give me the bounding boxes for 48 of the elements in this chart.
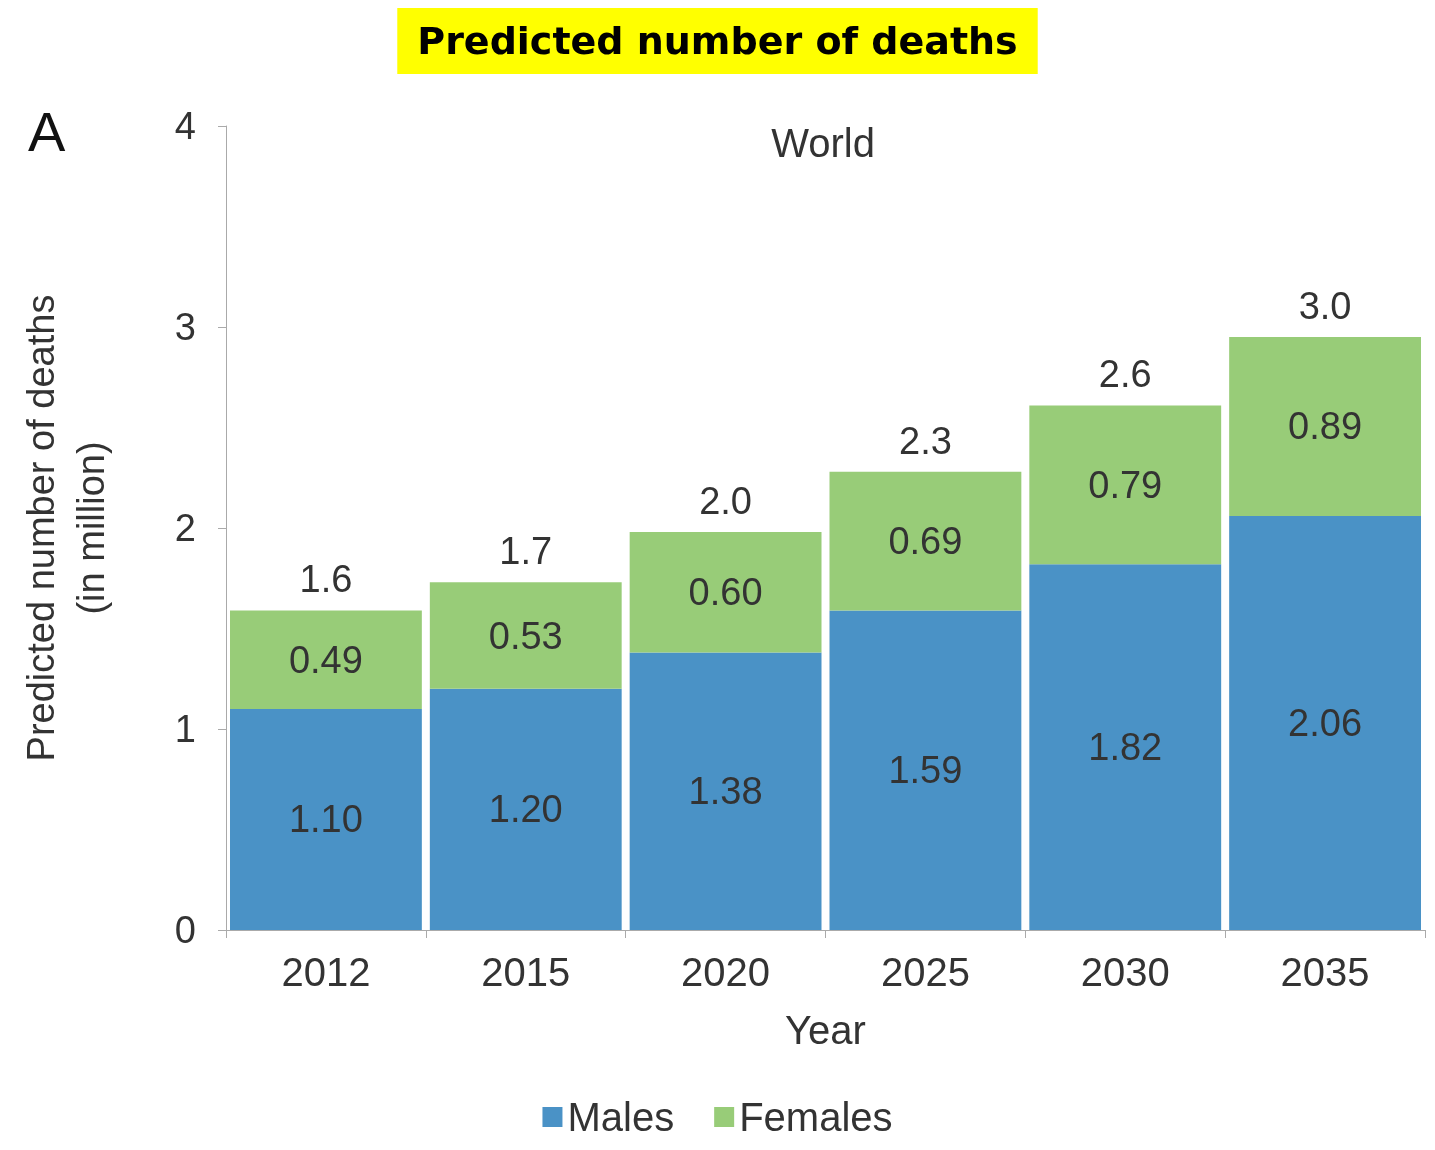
x-tick-label: 2030: [1080, 950, 1170, 994]
bar: [1029, 405, 1222, 565]
bar: [429, 582, 622, 689]
x-tick-label: 2025: [880, 950, 970, 994]
data-label: 0.53: [488, 614, 563, 657]
bar: [829, 471, 1022, 611]
total-label: 1.6: [299, 558, 353, 601]
chart-title: Predicted number of deaths: [417, 19, 1018, 63]
total-label: 2.3: [899, 419, 952, 462]
data-label: 1.10: [288, 798, 363, 841]
chart-subtitle: World: [771, 121, 875, 165]
y-tick-label: 3: [174, 306, 196, 348]
text: A: [28, 99, 66, 163]
x-tick-label: 2035: [1280, 950, 1370, 994]
bar: [230, 610, 422, 709]
data-label: 0.60: [688, 571, 763, 614]
y-tick-label: 2: [174, 507, 196, 549]
x-tick-label: 2015: [481, 950, 571, 994]
bar: [1229, 515, 1421, 930]
x-tick-label: 2020: [681, 950, 771, 994]
data-label: 1.38: [688, 770, 763, 813]
y-tick-label: 4: [174, 105, 196, 147]
data-label: 0.49: [288, 638, 363, 681]
y-axis-title: Predicted number of deaths (in million): [20, 294, 112, 762]
total-label: 3.0: [1298, 285, 1352, 328]
bar: [629, 652, 822, 930]
bar: [1029, 564, 1222, 930]
data-label: 1.20: [488, 788, 563, 831]
bar: [230, 708, 422, 930]
y-tick-label: 0: [174, 909, 196, 951]
data-label: 1.59: [888, 749, 963, 792]
bar: [629, 532, 822, 653]
bar: [429, 688, 622, 930]
bar: [829, 610, 1022, 930]
data-label: 2.06: [1288, 701, 1363, 744]
total-label: 2.6: [1098, 353, 1152, 396]
data-label: 0.89: [1288, 405, 1363, 448]
total-label: 1.7: [499, 530, 553, 573]
bar: [1229, 337, 1421, 516]
y-tick-label: 1: [174, 708, 196, 750]
data-label: 0.69: [888, 520, 963, 563]
legend-label: Males: [567, 1095, 675, 1139]
data-label: 0.79: [1088, 463, 1163, 506]
x-axis-title: Year: [785, 1008, 866, 1052]
total-label: 2.0: [699, 480, 752, 523]
data-label: 1.82: [1088, 726, 1163, 769]
legend-label: Females: [739, 1095, 893, 1139]
x-tick-label: 2012: [281, 950, 371, 994]
